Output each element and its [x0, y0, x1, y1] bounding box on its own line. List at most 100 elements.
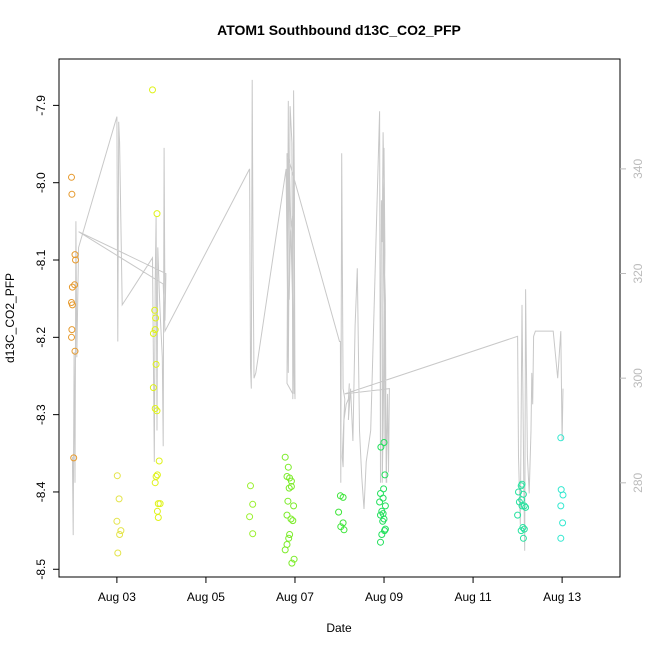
data-point: [381, 471, 389, 479]
data-point: [151, 479, 159, 487]
y-tick-label: -8.5: [34, 559, 48, 580]
data-point: [249, 500, 257, 508]
data-point: [559, 519, 567, 527]
data-point: [68, 190, 76, 198]
data-point: [339, 519, 347, 527]
data-point: [522, 503, 530, 511]
data-point: [290, 555, 298, 563]
data-point: [155, 457, 163, 465]
data-point: [335, 508, 343, 516]
chart-title: ATOM1 Southbound d13C_CO2_PFP: [217, 22, 461, 38]
data-point: [377, 511, 384, 519]
data-point: [153, 210, 161, 218]
data-point: [557, 502, 565, 510]
data-point: [285, 484, 293, 492]
y-tick-label: -8.3: [34, 404, 48, 425]
data-point: [117, 527, 125, 535]
co2-line: [71, 79, 564, 551]
data-point: [284, 463, 292, 471]
data-point: [149, 86, 156, 94]
x-axis-label: Date: [326, 621, 352, 635]
y2-tick-label: 320: [631, 263, 645, 283]
data-point: [281, 546, 289, 554]
data-point: [149, 384, 157, 392]
data-point: [290, 502, 298, 510]
y2-axis: 280 300 320 340: [620, 159, 645, 493]
data-point: [381, 525, 389, 533]
data-point: [518, 502, 526, 510]
data-point: [285, 534, 293, 542]
data-point: [154, 514, 162, 521]
data-point: [71, 281, 79, 289]
data-point: [517, 482, 525, 490]
data-point: [287, 483, 295, 490]
data-point: [340, 526, 348, 534]
data-point: [71, 251, 79, 259]
plot-frame: [58, 58, 621, 578]
data-point: [247, 482, 254, 490]
y-axis: -8.5 -8.4 -8.3 -8.2 -8.1 -8.0 -7.9: [34, 95, 59, 580]
data-point: [151, 405, 159, 412]
x-tick-label: Aug 13: [543, 590, 581, 604]
data-point: [287, 515, 295, 523]
data-point: [72, 256, 79, 264]
data-point: [152, 360, 160, 368]
data-point: [284, 497, 292, 505]
x-tick-label: Aug 05: [187, 590, 225, 604]
data-point: [289, 517, 297, 525]
y-tick-label: -8.4: [34, 481, 48, 502]
data-point: [381, 502, 389, 510]
data-point: [288, 559, 296, 567]
y-tick-label: -8.0: [34, 172, 48, 193]
data-point: [151, 306, 159, 314]
y-tick-label: -8.1: [34, 249, 48, 270]
data-point: [380, 439, 388, 446]
data-point: [339, 493, 347, 501]
data-point: [246, 513, 254, 521]
data-point: [379, 517, 387, 525]
y-axis-label: d13C_CO2_PFP: [3, 273, 17, 363]
data-point: [115, 495, 123, 503]
data-point: [68, 301, 76, 309]
data-point: [377, 538, 384, 546]
data-point: [520, 502, 528, 510]
data-point: [114, 549, 122, 557]
x-tick-label: Aug 11: [454, 590, 491, 604]
data-point: [71, 347, 79, 355]
data-point: [113, 517, 121, 525]
data-point: [557, 534, 565, 542]
x-tick-label: Aug 09: [365, 590, 403, 604]
data-point: [153, 507, 161, 515]
data-point: [68, 326, 76, 334]
y-tick-label: -7.9: [34, 95, 48, 116]
data-point: [378, 531, 386, 538]
data-point: [249, 530, 257, 538]
y2-tick-label: 340: [631, 159, 645, 179]
data-point: [281, 453, 289, 461]
data-point: [283, 511, 291, 519]
data-point: [153, 407, 161, 415]
co2-line-layer: [71, 79, 564, 551]
data-point: [153, 471, 161, 479]
x-axis: Aug 03 Aug 05 Aug 07 Aug 09 Aug 11 Aug 13: [98, 577, 581, 604]
data-point: [113, 472, 121, 480]
data-point: [156, 500, 164, 508]
y2-tick-label: 280: [631, 472, 645, 492]
x-tick-label: Aug 03: [98, 590, 136, 604]
data-point: [151, 326, 159, 334]
data-point: [376, 498, 384, 506]
data-point: [70, 454, 78, 462]
data-point: [68, 173, 75, 181]
data-point: [68, 283, 76, 291]
y-tick-label: -8.2: [34, 327, 48, 348]
data-point: [379, 494, 387, 502]
data-point: [152, 314, 160, 322]
y2-tick-label: 300: [631, 368, 645, 388]
data-point: [514, 511, 522, 519]
data-point: [559, 491, 567, 499]
data-point: [519, 534, 527, 542]
x-tick-label: Aug 07: [276, 590, 314, 604]
data-point: [519, 524, 527, 531]
scatter-points-layer: [68, 86, 567, 567]
